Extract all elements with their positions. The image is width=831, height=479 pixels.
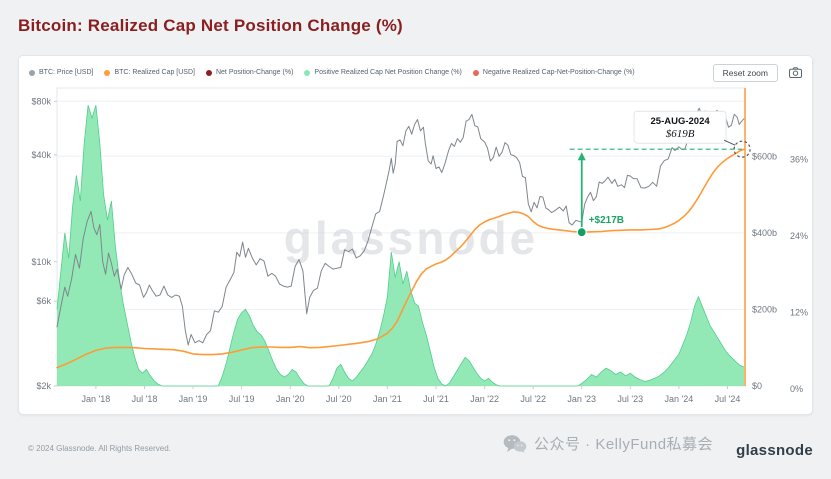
glassnode-watermark: glassnode [284, 212, 539, 264]
reset-zoom-button[interactable]: Reset zoom [712, 63, 778, 82]
x-axis-label: Jan '23 [567, 394, 596, 404]
legend-dot [104, 69, 111, 76]
legend-dot [472, 69, 479, 76]
legend-label: BTC: Realized Cap [USD] [114, 69, 195, 76]
x-axis-label: Jul '21 [423, 394, 449, 404]
legend-item-1[interactable]: BTC: Realized Cap [USD] [104, 69, 195, 76]
positive-change-area [57, 105, 744, 386]
callout-box [633, 110, 727, 144]
price-axis-label: $6k [36, 296, 51, 306]
pct-axis-label: 24% [790, 231, 808, 241]
legend-item-2[interactable]: Net Position-Change (%) [205, 69, 294, 76]
wechat-text: 公众号 · KellyFund私募会 [534, 436, 714, 453]
x-axis-label: Jan '19 [179, 394, 208, 404]
x-axis-label: Jan '21 [373, 394, 402, 404]
pct-axis-label: 0% [790, 384, 803, 394]
x-axis-label: Jan '18 [82, 394, 111, 404]
x-axis-label: Jul '19 [229, 394, 255, 404]
legend-dot [304, 69, 311, 76]
legend-label: Positive Realized Cap Net Position Chang… [314, 69, 462, 76]
wechat-banner: 公众号 · KellyFund私募会 [503, 433, 713, 454]
legend-label: Net Position-Change (%) [215, 69, 294, 76]
legend-item-0[interactable]: BTC: Price [USD] [29, 69, 93, 76]
legend-item-3[interactable]: Positive Realized Cap Net Position Chang… [304, 69, 462, 76]
price-line [56, 107, 745, 346]
x-axis-label: Jul '18 [132, 394, 158, 404]
x-axis-label: Jan '22 [470, 394, 499, 404]
callout-connector [723, 139, 736, 146]
wechat-icon [503, 434, 527, 454]
price-axis-label: $40k [31, 150, 51, 160]
x-axis-label: Jan '24 [665, 394, 694, 404]
x-axis-label: Jul '20 [326, 394, 352, 404]
realized-cap-line [56, 148, 745, 369]
glassnode-logo: glassnode [736, 442, 813, 459]
cap-axis-label: $200b [752, 305, 777, 315]
page-title: Bitcoin: Realized Cap Net Position Chang… [18, 16, 403, 35]
legend-label: Negative Realized Cap-Net-Position-Chang… [482, 69, 635, 76]
delta-label: +$217B [589, 215, 624, 226]
x-axis-label: Jul '24 [715, 394, 741, 404]
footer: © 2024 Glassnode. All Rights Reserved. 公… [18, 430, 815, 464]
legend: BTC: Price [USD] BTC: Realized Cap [USD] N… [29, 69, 635, 76]
pct-axis-label: 12% [790, 307, 808, 317]
start-point-dot [576, 227, 587, 238]
legend-label: BTC: Price [USD] [39, 69, 94, 76]
camera-icon[interactable] [787, 65, 804, 80]
legend-right: Reset zoom [712, 63, 804, 82]
cap-axis-label: $600b [752, 152, 777, 162]
copyright-text: © 2024 Glassnode. All Rights Reserved. [28, 444, 171, 453]
positive-change-outline [56, 105, 745, 387]
price-axis-label: $10k [31, 257, 51, 267]
chart[interactable]: glassnode +$217B 25-AUG-2024$619B $80k $40k $… [19, 82, 812, 412]
price-axis-label: $2k [36, 381, 51, 391]
callout-date: 25-AUG-2024 [651, 116, 711, 127]
x-axis-label: Jul '22 [520, 394, 546, 404]
price-axis-label: $80k [31, 96, 51, 106]
x-axis-label: Jul '23 [617, 394, 643, 404]
callout-value: $619B [666, 128, 695, 140]
pct-axis-label: 36% [790, 154, 808, 164]
endpoint-highlight-circle [733, 140, 751, 158]
cap-axis-label: $0 [752, 381, 762, 391]
legend-row: BTC: Price [USD] BTC: Realized Cap [USD] N… [19, 56, 812, 82]
legend-item-4[interactable]: Negative Realized Cap-Net-Position-Chang… [472, 69, 635, 76]
x-axis-label: Jan '20 [276, 394, 305, 404]
delta-arrow-head [577, 152, 586, 161]
legend-dot [205, 69, 212, 76]
chart-card: BTC: Price [USD] BTC: Realized Cap [USD] N… [18, 55, 813, 415]
cap-axis-label: $400b [752, 228, 777, 238]
legend-dot [29, 69, 35, 76]
